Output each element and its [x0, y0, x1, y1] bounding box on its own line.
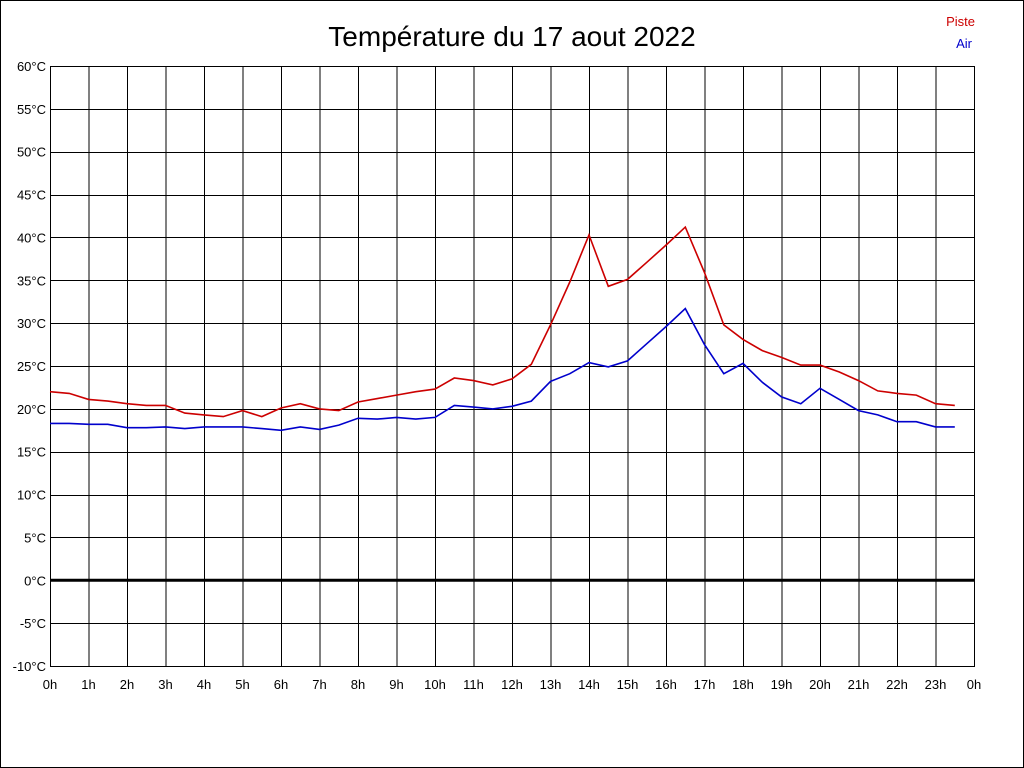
x-tick-label: 23h: [925, 677, 947, 692]
x-tick-label: 21h: [848, 677, 870, 692]
x-tick-label: 15h: [617, 677, 639, 692]
series-line-air: [50, 307, 955, 432]
x-tick-label: 18h: [732, 677, 754, 692]
y-axis-tick-labels: 60°C 55°C 50°C 45°C 40°C 35°C 30°C 25°C 20°C 15°C…: [13, 59, 46, 674]
legend-entry-air: Air: [956, 36, 973, 51]
x-tick-label: 22h: [886, 677, 908, 692]
y-tick-label: 35°C: [17, 273, 46, 288]
y-tick-label: 30°C: [17, 316, 46, 331]
y-tick-label: -5°C: [20, 616, 46, 631]
y-tick-label: 5°C: [24, 530, 46, 545]
x-tick-label: 13h: [540, 677, 562, 692]
x-tick-label: 2h: [120, 677, 134, 692]
y-tick-label: 10°C: [17, 488, 46, 503]
x-tick-label: 10h: [424, 677, 446, 692]
y-tick-label: 0°C: [24, 573, 46, 588]
x-tick-label: 8h: [351, 677, 365, 692]
x-tick-label: 11h: [463, 677, 484, 692]
x-tick-label: 14h: [578, 677, 600, 692]
grid-lines: [50, 66, 975, 667]
y-tick-label: 25°C: [17, 359, 46, 374]
x-tick-label: 17h: [694, 677, 716, 692]
series-lines: [49, 225, 955, 432]
x-tick-label: 12h: [501, 677, 523, 692]
x-tick-label: 5h: [235, 677, 249, 692]
legend-entry-piste: Piste: [946, 14, 975, 29]
x-tick-label: 19h: [771, 677, 793, 692]
y-tick-label: 40°C: [17, 230, 46, 245]
y-tick-label: 60°C: [17, 59, 46, 74]
chart-title: Température du 17 aout 2022: [328, 21, 695, 52]
x-tick-label: 3h: [158, 677, 172, 692]
y-tick-label: 50°C: [17, 145, 46, 160]
x-axis-tick-labels: 0h 1h 2h 3h 4h 5h 6h 7h 8h 9h 10h 11h 12h 13h 14h 15h 16…: [43, 677, 981, 692]
x-tick-label: 6h: [274, 677, 288, 692]
x-tick-label: 7h: [312, 677, 326, 692]
x-tick-label: 4h: [197, 677, 211, 692]
y-tick-label: 15°C: [17, 445, 46, 460]
x-tick-label: 0h: [43, 677, 57, 692]
x-tick-label: 0h: [967, 677, 981, 692]
y-tick-label: 45°C: [17, 188, 46, 203]
x-tick-label: 1h: [81, 677, 95, 692]
x-tick-label: 20h: [809, 677, 831, 692]
y-tick-label: 55°C: [17, 102, 46, 117]
x-tick-label: 16h: [655, 677, 677, 692]
x-tick-label: 9h: [389, 677, 403, 692]
y-tick-label: 20°C: [17, 402, 46, 417]
y-tick-label: -10°C: [13, 659, 46, 674]
series-line-piste: [49, 225, 955, 418]
